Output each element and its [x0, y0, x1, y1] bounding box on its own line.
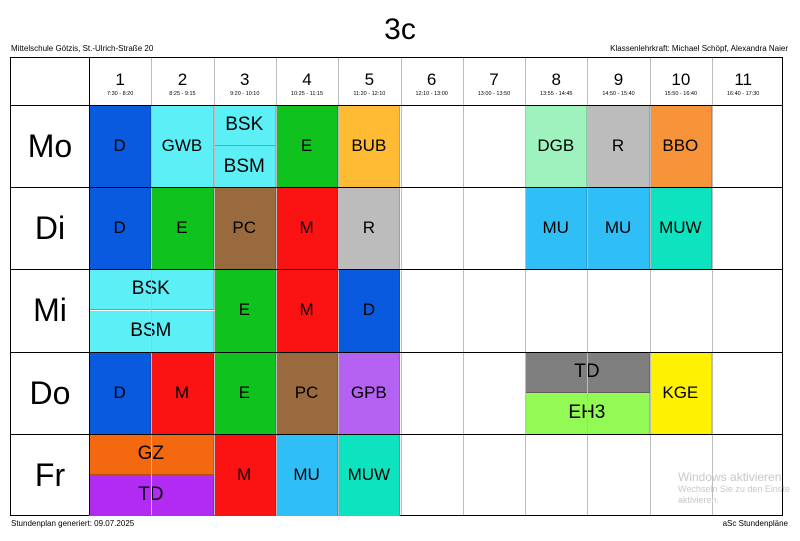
grid-line-horizontal: [11, 105, 782, 106]
period-number: 9: [613, 70, 624, 89]
period-number: 5: [364, 70, 375, 89]
period-header-7: 7 13:00 - 13:50: [463, 58, 525, 105]
period-time: 15:50 - 16:40: [664, 91, 698, 97]
period-time: 13:55 - 14:45: [540, 91, 573, 97]
grid-line-vertical: [587, 58, 589, 515]
grid-line-vertical: [462, 58, 464, 515]
school-name: Mittelschule Götzis, St.-Ulrich-Straße 2…: [11, 44, 154, 53]
day-header-mo: Mo: [27, 128, 73, 164]
lesson-d[interactable]: D: [89, 351, 152, 434]
grid-line-vertical: [338, 58, 340, 515]
lesson-pc[interactable]: PC: [213, 187, 276, 270]
lesson-bsk[interactable]: BSK: [213, 105, 276, 147]
lesson-bsm[interactable]: BSM: [213, 146, 276, 188]
lesson-bub[interactable]: BUB: [338, 105, 401, 188]
grid-line-vertical: [400, 58, 402, 515]
lesson-e[interactable]: E: [275, 105, 339, 188]
watermark-line-1: Windows aktivieren: [678, 470, 782, 484]
period-number: 4: [302, 70, 312, 89]
lesson-m[interactable]: M: [275, 269, 339, 352]
lesson-e[interactable]: E: [213, 351, 276, 434]
day-header-mi: Mi: [33, 292, 67, 329]
lesson-m[interactable]: M: [275, 187, 339, 270]
period-time: 12:10 - 13:00: [415, 91, 448, 97]
day-header-do: Do: [29, 374, 71, 411]
period-number: 7: [489, 70, 499, 89]
period-header-5: 5 11:20 - 12:10: [338, 58, 400, 105]
class-teachers: Klassenlehrkraft: Michael Schöpf, Alexan…: [610, 44, 788, 53]
grid-line-vertical: [151, 58, 153, 515]
period-number: 8: [551, 70, 561, 89]
grid-line-vertical: [649, 58, 651, 515]
grid-line-horizontal: [11, 187, 782, 189]
lesson-gpb[interactable]: GPB: [338, 351, 401, 434]
period-time: 11:20 - 12:10: [353, 91, 386, 97]
period-header-8: 8 13:55 - 14:45: [525, 58, 587, 105]
period-time: 13:00 - 13:50: [477, 91, 511, 97]
period-time: 10:25 - 11:15: [291, 91, 324, 97]
lesson-d[interactable]: D: [89, 187, 152, 270]
software-brand: aSc Stundenpläne: [722, 519, 788, 528]
grid-line-vertical: [275, 58, 277, 515]
lesson-m[interactable]: M: [151, 351, 214, 434]
period-time: 7:30 - 8:20: [107, 91, 134, 97]
period-time: 9:20 - 10:10: [230, 91, 260, 97]
period-header-4: 4 10:25 - 11:15: [276, 58, 338, 105]
period-number: 2: [177, 70, 188, 89]
generated-date: Stundenplan generiert: 09.07.2025: [11, 519, 135, 528]
period-header-3: 3 9:20 - 10:10: [214, 58, 276, 105]
lesson-d[interactable]: D: [338, 269, 401, 352]
lesson-mu[interactable]: MU: [525, 187, 588, 270]
period-header-6: 6 12:10 - 13:00: [401, 58, 463, 105]
lesson-r[interactable]: R: [338, 187, 401, 270]
period-time: 16:40 - 17:30: [726, 91, 760, 97]
period-number: 10: [671, 70, 691, 89]
grid-line-horizontal: [11, 433, 782, 435]
windows-activation-watermark: Windows aktivieren Wechseln Sie zu den E…: [678, 470, 790, 506]
period-number: 1: [115, 70, 125, 89]
grid-line-vertical: [712, 58, 713, 515]
day-header-di: Di: [34, 210, 66, 247]
lesson-mu[interactable]: MU: [587, 187, 650, 270]
lesson-dgb[interactable]: DGB: [525, 105, 588, 188]
lesson-e[interactable]: E: [213, 269, 276, 352]
grid-line-vertical: [89, 58, 90, 515]
day-header-fr: Fr: [34, 456, 66, 493]
lesson-r[interactable]: R: [587, 105, 650, 188]
lesson-m[interactable]: M: [213, 433, 276, 516]
period-number: 3: [240, 70, 250, 89]
grid-line-vertical: [525, 58, 527, 515]
lesson-e[interactable]: E: [151, 187, 214, 270]
lesson-muw[interactable]: MUW: [338, 433, 401, 516]
period-header-9: 9 14:50 - 15:40: [587, 58, 649, 105]
lesson-mu[interactable]: MU: [275, 433, 339, 516]
period-number: 11: [734, 70, 752, 89]
period-time: 14:50 - 15:40: [602, 91, 635, 97]
period-header-2: 2 8:25 - 9:15: [151, 58, 213, 105]
grid-line-horizontal: [11, 269, 782, 271]
lesson-gwb[interactable]: GWB: [151, 105, 214, 188]
period-header-1: 1 7:30 - 8:20: [89, 58, 151, 105]
timetable-grid: 1 7:30 - 8:20 2 8:25 - 9:15 3 9:20 - 10:10 4 10…: [10, 57, 783, 516]
grid-line-horizontal: [11, 351, 782, 353]
lesson-kge[interactable]: KGE: [649, 351, 712, 434]
period-header-10: 10 15:50 - 16:40: [650, 58, 712, 105]
lesson-muw[interactable]: MUW: [649, 187, 712, 270]
grid-line-vertical: [213, 58, 215, 515]
watermark-line-3: aktivieren.: [678, 495, 720, 505]
period-number: 6: [426, 70, 437, 89]
lesson-bbo[interactable]: BBO: [649, 105, 712, 188]
lesson-d[interactable]: D: [89, 105, 152, 188]
class-title: 3c: [384, 13, 416, 46]
lesson-pc[interactable]: PC: [275, 351, 339, 434]
watermark-line-2: Wechseln Sie zu den Einste: [678, 484, 790, 494]
period-header-11: 11 16:40 - 17:30: [712, 58, 774, 105]
period-time: 8:25 - 9:15: [169, 91, 196, 97]
